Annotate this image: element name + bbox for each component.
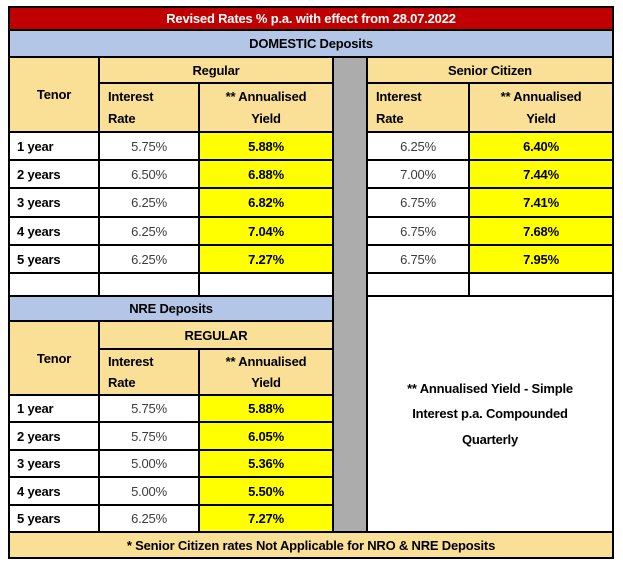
- tenor-cell: 2 years: [10, 161, 100, 189]
- yield-cell: 5.50%: [200, 478, 334, 506]
- rate-cell: 5.00%: [100, 451, 200, 478]
- rate-cell: 6.25%: [100, 218, 200, 246]
- domestic-tenor-header: Tenor: [10, 58, 100, 133]
- yield-cell: 7.95%: [470, 246, 614, 274]
- empty-cell: [200, 274, 334, 297]
- rate-cell: 6.25%: [100, 246, 200, 274]
- rate-cell: 5.00%: [100, 478, 200, 506]
- tenor-cell: 4 years: [10, 218, 100, 246]
- domestic-regular-header: Regular: [100, 58, 334, 84]
- yield-cell: 7.04%: [200, 218, 334, 246]
- yield-cell: 6.40%: [470, 133, 614, 161]
- title-bar: Revised Rates % p.a. with effect from 28…: [10, 8, 614, 31]
- yield-cell: 7.27%: [200, 506, 334, 533]
- rate-cell: 6.50%: [100, 161, 200, 189]
- rate-cell: 6.75%: [368, 189, 470, 218]
- nre-yield-header: ** Annualised Yield: [200, 350, 334, 396]
- nre-regular-header: REGULAR: [100, 322, 334, 350]
- tenor-cell: 2 years: [10, 423, 100, 451]
- tenor-cell: 3 years: [10, 189, 100, 218]
- yield-cell: 5.88%: [200, 396, 334, 423]
- yield-cell: 7.27%: [200, 246, 334, 274]
- yield-cell: 5.36%: [200, 451, 334, 478]
- rates-table: Revised Rates % p.a. with effect from 28…: [8, 6, 614, 559]
- tenor-cell: 5 years: [10, 506, 100, 533]
- tenor-cell: 4 years: [10, 478, 100, 506]
- empty-cell: [470, 274, 614, 297]
- tenor-cell: 3 years: [10, 451, 100, 478]
- rate-cell: 6.75%: [368, 246, 470, 274]
- rate-cell: 6.75%: [368, 218, 470, 246]
- domestic-regular-interest-header: Interest Rate: [100, 84, 200, 133]
- note-box: ** Annualised Yield - Simple Interest p.…: [368, 297, 614, 533]
- rate-cell: 5.75%: [100, 396, 200, 423]
- divider-column: [334, 58, 368, 533]
- yield-cell: 5.88%: [200, 133, 334, 161]
- empty-cell: [100, 274, 200, 297]
- tenor-cell: 5 years: [10, 246, 100, 274]
- footer-note: * Senior Citizen rates Not Applicable fo…: [10, 533, 614, 559]
- nre-interest-header: Interest Rate: [100, 350, 200, 396]
- senior-interest-header: Interest Rate: [368, 84, 470, 133]
- rate-cell: 5.75%: [100, 133, 200, 161]
- yield-cell: 6.82%: [200, 189, 334, 218]
- yield-cell: 6.05%: [200, 423, 334, 451]
- rate-cell: 6.25%: [100, 506, 200, 533]
- senior-yield-header: ** Annualised Yield: [470, 84, 614, 133]
- tenor-cell: 1 year: [10, 133, 100, 161]
- empty-cell: [368, 274, 470, 297]
- empty-cell: [10, 274, 100, 297]
- yield-cell: 7.68%: [470, 218, 614, 246]
- rate-cell: 6.25%: [368, 133, 470, 161]
- section-header-domestic: DOMESTIC Deposits: [10, 31, 614, 58]
- domestic-regular-yield-header: ** Annualised Yield: [200, 84, 334, 133]
- section-header-nre: NRE Deposits: [10, 297, 334, 322]
- rate-cell: 6.25%: [100, 189, 200, 218]
- rate-cell: 7.00%: [368, 161, 470, 189]
- senior-citizen-header: Senior Citizen: [368, 58, 614, 84]
- yield-cell: 7.44%: [470, 161, 614, 189]
- yield-cell: 6.88%: [200, 161, 334, 189]
- nre-tenor-header: Tenor: [10, 322, 100, 396]
- yield-cell: 7.41%: [470, 189, 614, 218]
- rate-cell: 5.75%: [100, 423, 200, 451]
- tenor-cell: 1 year: [10, 396, 100, 423]
